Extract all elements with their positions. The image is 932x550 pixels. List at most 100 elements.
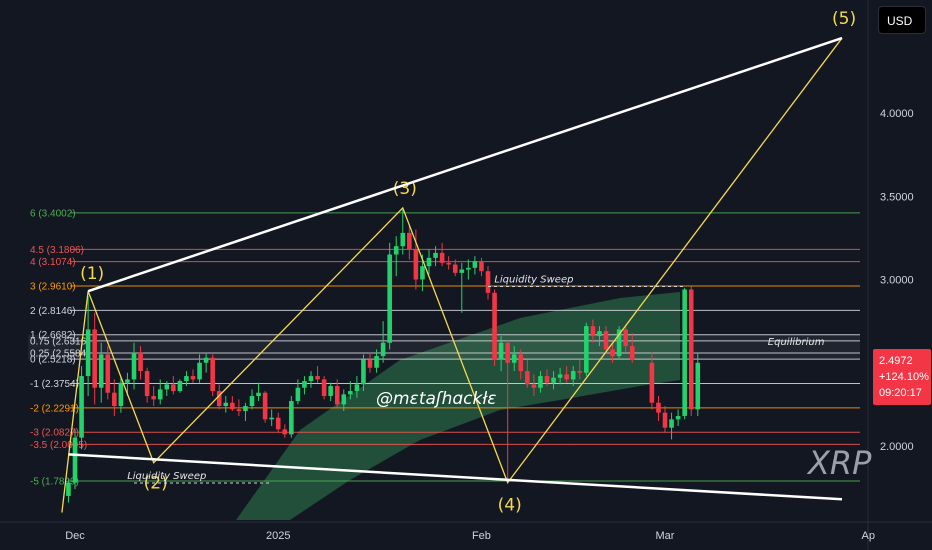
channel-line: [87, 36, 843, 293]
candle-body: [151, 396, 156, 400]
candle-body: [308, 376, 314, 382]
candle-body: [518, 354, 524, 372]
candle-body: [380, 342, 386, 357]
candle-body: [223, 402, 229, 407]
candle-body: [85, 329, 91, 377]
candle-body: [315, 376, 320, 380]
candle-body: [269, 417, 274, 420]
equilibrium-zone: [28, 334, 860, 360]
candle-body: [72, 437, 78, 483]
candle-body: [144, 371, 150, 397]
candle-body: [669, 419, 674, 428]
annotation-label: Liquidity Sweep: [494, 274, 573, 285]
annotation-label: Liquidity Sweep: [127, 471, 206, 482]
price-tick-label: 4.0000: [880, 108, 914, 120]
candle-body: [649, 362, 655, 403]
candle-body: [216, 391, 222, 407]
fib-level-label: 3 (2.9610): [30, 281, 76, 292]
author-handle: @mɛtaʃhɑckłɛ: [376, 389, 497, 409]
candle-body: [112, 392, 117, 407]
bar-countdown: 09:20:17: [879, 387, 922, 399]
price-tick-label: 3.0000: [880, 275, 914, 287]
candle-body: [367, 359, 373, 368]
fib-level-label: 4.5 (3.1806): [30, 245, 84, 256]
wave-path: [61, 37, 843, 513]
price-change: +124.10%: [879, 371, 929, 383]
candle-body: [584, 326, 589, 373]
candle-body: [505, 342, 510, 363]
candle-body: [321, 379, 327, 397]
candle-body: [282, 429, 288, 435]
candle-body: [393, 246, 399, 255]
candle-body: [230, 402, 235, 410]
candle-body: [570, 371, 576, 380]
candle-body: [682, 289, 687, 417]
candle-body: [466, 267, 471, 270]
candle-body: [249, 396, 255, 407]
candle-body: [98, 354, 104, 388]
candle-body: [662, 412, 668, 428]
candle-body: [590, 326, 596, 337]
candle-body: [262, 392, 268, 420]
candle-body: [603, 331, 609, 350]
candle-body: [400, 232, 406, 247]
candle-body: [479, 261, 484, 272]
candle-body: [688, 289, 694, 410]
price-tick-label: 3.5000: [880, 191, 914, 203]
candle-body: [171, 384, 176, 392]
candle-body: [243, 406, 248, 412]
currency-button[interactable]: USD: [878, 6, 926, 34]
candle-body: [354, 384, 360, 392]
candle-body: [577, 371, 583, 373]
candle-body: [695, 362, 701, 410]
candle-body: [452, 264, 458, 273]
wave-label: (5): [832, 9, 856, 29]
candle-body: [564, 374, 569, 380]
candle-body: [275, 417, 281, 430]
candle-body: [413, 249, 419, 280]
candle-body: [328, 386, 333, 397]
symbol-watermark: XRP: [806, 444, 872, 482]
fib-level-label: -3 (2.0827): [30, 428, 79, 439]
candle-body: [557, 374, 563, 378]
candle-body: [420, 266, 425, 280]
candle-body: [131, 352, 137, 380]
time-tick-label: Ap: [861, 530, 874, 542]
candlesticks: [66, 209, 701, 503]
last-price-tag: 2.4972 +124.10% 09:20:17: [873, 349, 931, 405]
candle-body: [656, 402, 661, 413]
candle-body: [92, 329, 97, 388]
candle-body: [511, 354, 517, 363]
candle-body: [79, 376, 84, 438]
candle-body: [125, 379, 130, 383]
candle-body: [387, 254, 392, 343]
candle-body: [197, 362, 202, 380]
candle-body: [472, 261, 478, 268]
candle-body: [361, 359, 366, 385]
fib-level-label: 0 (2.5218): [30, 355, 76, 366]
candle-body: [675, 416, 681, 420]
candle-body: [459, 269, 465, 273]
time-tick-label: Mar: [656, 530, 675, 542]
candle-body: [138, 352, 143, 372]
candle-body: [439, 252, 445, 263]
candle-body: [544, 376, 550, 383]
candle-body: [433, 252, 438, 258]
candle-body: [334, 386, 340, 405]
annotation-label: Equilibrium: [768, 337, 825, 348]
annotations: Liquidity Sweep Liquidity Sweep Equilibriu…: [127, 274, 825, 484]
fib-level-label: 2 (2.8146): [30, 306, 76, 317]
time-tick-label: Dec: [65, 530, 85, 542]
candle-body: [374, 356, 379, 368]
candle-body: [210, 357, 215, 392]
elliott-wave-lines: (1)(2)(3)(4)(5): [61, 9, 856, 516]
candle-body: [616, 329, 622, 357]
candle-body: [623, 329, 628, 347]
fib-level-label: 1 (2.6682): [30, 330, 76, 341]
candle-body: [66, 482, 71, 496]
candle-body: [407, 232, 412, 250]
trend-cloud: [236, 292, 680, 520]
candle-body: [177, 381, 183, 392]
